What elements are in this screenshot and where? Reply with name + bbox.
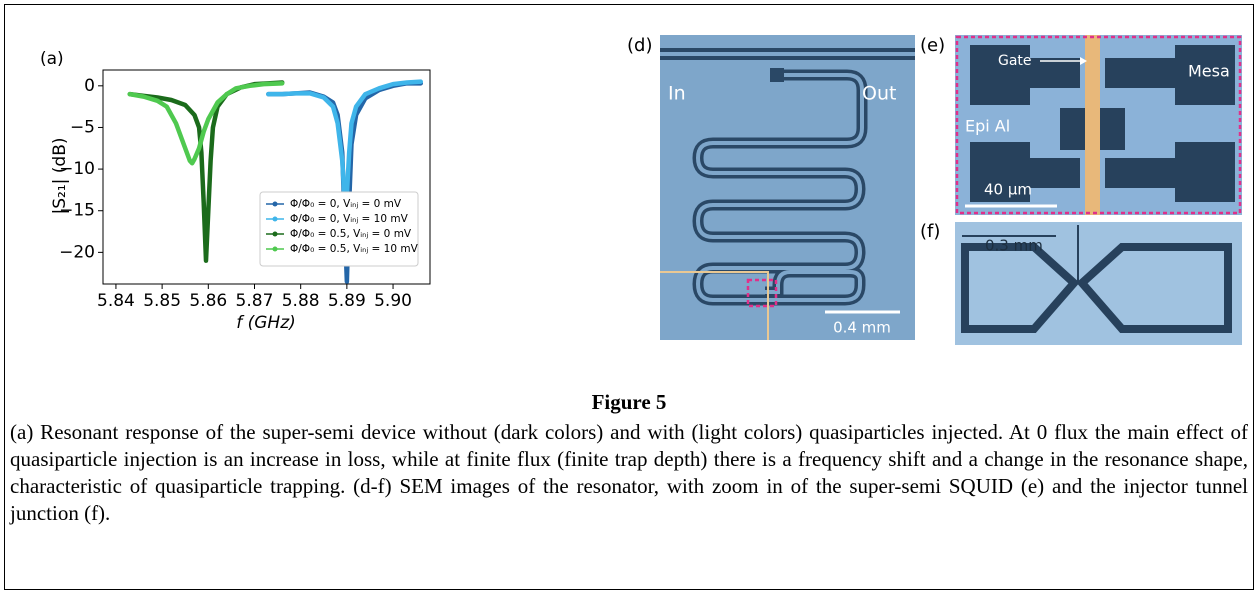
resonator-drawing: [660, 48, 915, 340]
legend-label: Φ/Φ₀ = 0, Vᵢₙⱼ = 0 mV: [290, 198, 402, 210]
legend-marker: [272, 231, 278, 237]
panel-label: (f): [920, 221, 940, 242]
x-axis-label: f (GHz): [236, 313, 296, 333]
y-tick-label: 0: [84, 76, 95, 96]
y-tick-label: −5: [70, 117, 95, 137]
y-tick-label: −15: [59, 201, 95, 221]
legend-label: Φ/Φ₀ = 0.5, Vᵢₙⱼ = 0 mV: [290, 228, 412, 240]
legend-label: Φ/Φ₀ = 0, Vᵢₙⱼ = 10 mV: [290, 213, 409, 225]
y-tick-label: −20: [59, 242, 95, 262]
image-f: [955, 222, 1242, 345]
caption: (a) Resonant response of the super-semi …: [10, 420, 1248, 525]
y-tick-label: −10: [59, 159, 95, 179]
image-text: Mesa: [1188, 62, 1230, 81]
arrow-head: [1080, 57, 1087, 65]
panel-label: (d): [627, 35, 652, 56]
legend-box: [259, 191, 419, 267]
x-tick-label: 5.85: [143, 291, 181, 311]
panel-label: (e): [920, 35, 945, 56]
image-text: Out: [862, 83, 896, 105]
figure-title: Figure 5: [591, 390, 667, 414]
x-tick-label: 5.90: [374, 291, 412, 311]
image-text: In: [668, 83, 686, 105]
data-line: [127, 81, 285, 166]
figure: (d) In Out 0.4 mm (e) Gate Mesa Epi Al 4…: [40, 35, 1242, 345]
scale-label: 40 μm: [984, 181, 1032, 199]
legend-marker: [272, 201, 278, 207]
legend-label: Φ/Φ₀ = 0.5, Vᵢₙⱼ = 10 mV: [290, 243, 419, 255]
plot-frame: [102, 69, 431, 285]
y-axis-label: |S₂₁| (dB): [50, 138, 70, 215]
x-tick-label: 5.88: [282, 291, 320, 311]
junction-drawing: [961, 243, 1232, 333]
image-text: Gate: [998, 53, 1032, 69]
panel-label: (a): [40, 49, 64, 69]
x-tick-label: 5.89: [328, 291, 366, 311]
figure-frame: [4, 4, 1254, 590]
image-text: Epi Al: [965, 117, 1010, 136]
data-line: [127, 80, 285, 263]
data-line: [266, 79, 424, 201]
x-tick-label: 5.84: [97, 291, 135, 311]
zoom-frame: [955, 35, 1242, 215]
x-tick-label: 5.86: [189, 291, 227, 311]
legend-marker: [272, 216, 278, 222]
scale-label: 0.4 mm: [833, 319, 891, 337]
x-tick-label: 5.87: [236, 291, 274, 311]
scale-label: 0.3 mm: [985, 237, 1043, 255]
legend-marker: [272, 246, 278, 252]
gate-strip: [1085, 35, 1100, 215]
